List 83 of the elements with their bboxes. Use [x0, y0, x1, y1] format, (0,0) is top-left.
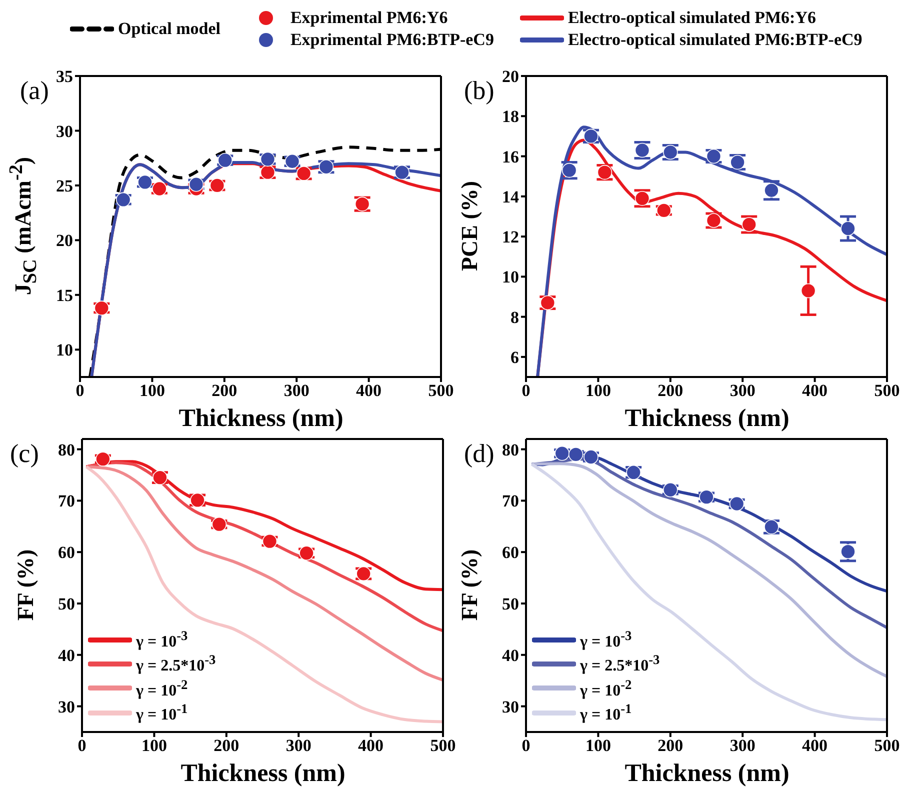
y-tick-label: 60: [58, 543, 75, 562]
y-tick-label: 40: [58, 646, 75, 665]
y-tick-label: 10: [56, 340, 73, 360]
legend-label: γ = 2.5*10$^{-3}$: [580, 652, 660, 676]
y-tick-label: 25: [56, 176, 73, 196]
y-tick-label: 20: [56, 231, 73, 250]
y-tick-label: 40: [502, 646, 519, 665]
y-tick-label: 18: [502, 107, 519, 126]
point: [840, 221, 856, 236]
legend-label: Exprimental PM6:BTP-eC9: [290, 30, 494, 50]
legend-label: Electro-optical simulated PM6:Y6: [568, 8, 816, 28]
x-tick-label: 500: [430, 736, 456, 756]
legend-label: γ = 10$^{-2}$: [136, 676, 188, 700]
x-tick-label: 300: [286, 736, 312, 756]
x-axis-title: Thickness (nm): [180, 760, 346, 788]
line-series: [530, 462, 887, 678]
x-tick-label: 400: [802, 736, 828, 756]
y-axis-title: FF (%): [457, 548, 483, 620]
y-tick-label: 30: [502, 697, 519, 716]
y-tick-label: 12: [502, 228, 519, 247]
point: [840, 544, 856, 559]
chart-title: (c): [10, 439, 39, 469]
line-series: [84, 465, 443, 682]
legend-label: γ = 10$^{-1}$: [136, 700, 188, 724]
line-series: [84, 465, 443, 724]
point: [764, 182, 779, 198]
x-tick-label: 500: [874, 381, 900, 400]
y-tick-label: 70: [502, 492, 519, 511]
y-tick-label: 60: [502, 543, 519, 562]
y-tick-label: 16: [502, 147, 519, 166]
legend-label: Electro-optical simulated PM6:BTP-eC9: [568, 30, 862, 50]
x-tick-label: 0: [522, 736, 530, 756]
y-tick-label: 80: [502, 440, 519, 460]
y-tick-label: 30: [56, 122, 73, 141]
y-tick-label: 50: [502, 594, 519, 614]
y-axis-title: FF (%): [13, 548, 39, 620]
x-tick-label: 100: [585, 736, 611, 756]
line-series: [84, 461, 443, 632]
chart-title: (b): [464, 76, 494, 106]
y-tick-label: 15: [56, 286, 73, 305]
x-tick-label: 200: [214, 736, 240, 756]
x-tick-label: 200: [212, 381, 238, 400]
legend-label: γ = 10$^{-3}$: [136, 628, 188, 652]
x-tick-label: 500: [428, 381, 454, 400]
x-tick-label: 0: [76, 381, 84, 400]
legend-label: γ = 10$^{-3}$: [580, 628, 632, 652]
x-tick-label: 0: [78, 736, 86, 756]
y-tick-label: 50: [58, 594, 75, 614]
y-tick-label: 8: [510, 308, 519, 327]
x-axis-title: Thickness (nm): [178, 405, 344, 433]
x-axis-title: Thickness (nm): [624, 760, 790, 788]
chart-title: (d): [464, 439, 494, 469]
x-tick-label: 100: [139, 381, 165, 400]
x-tick-label: 500: [874, 736, 900, 756]
chart-title: (a): [20, 76, 49, 106]
legend-label: Exprimental PM6:Y6: [290, 8, 448, 28]
point: [800, 283, 816, 298]
y-tick-label: 80: [58, 440, 75, 460]
y-tick-label: 6: [510, 348, 519, 367]
legend-label: Optical model: [118, 19, 220, 39]
line-series: [530, 462, 887, 722]
y-axis-title: PCE (%): [457, 180, 483, 271]
legend-label: γ = 10$^{-1}$: [580, 700, 632, 724]
legend-label: γ = 2.5*10$^{-3}$: [136, 652, 216, 676]
x-tick-label: 100: [141, 736, 167, 756]
y-tick-label: 14: [502, 187, 520, 206]
y-tick-label: 10: [502, 268, 519, 287]
x-axis-title: Thickness (nm): [624, 405, 790, 433]
x-tick-label: 100: [585, 381, 611, 400]
legend-label: γ = 10$^{-2}$: [580, 676, 632, 700]
y-tick-label: 70: [58, 492, 75, 511]
x-tick-label: 400: [358, 736, 384, 756]
x-tick-label: 200: [658, 381, 684, 400]
x-tick-label: 300: [284, 381, 310, 400]
x-tick-label: 300: [730, 381, 756, 400]
x-tick-label: 0: [522, 381, 530, 400]
y-tick-label: 20: [502, 67, 519, 86]
y-tick-label: 35: [56, 67, 73, 86]
y-tick-label: 30: [58, 697, 75, 716]
x-tick-label: 400: [356, 381, 382, 400]
x-tick-label: 200: [658, 736, 684, 756]
x-tick-label: 300: [730, 736, 756, 756]
x-tick-label: 400: [802, 381, 828, 400]
